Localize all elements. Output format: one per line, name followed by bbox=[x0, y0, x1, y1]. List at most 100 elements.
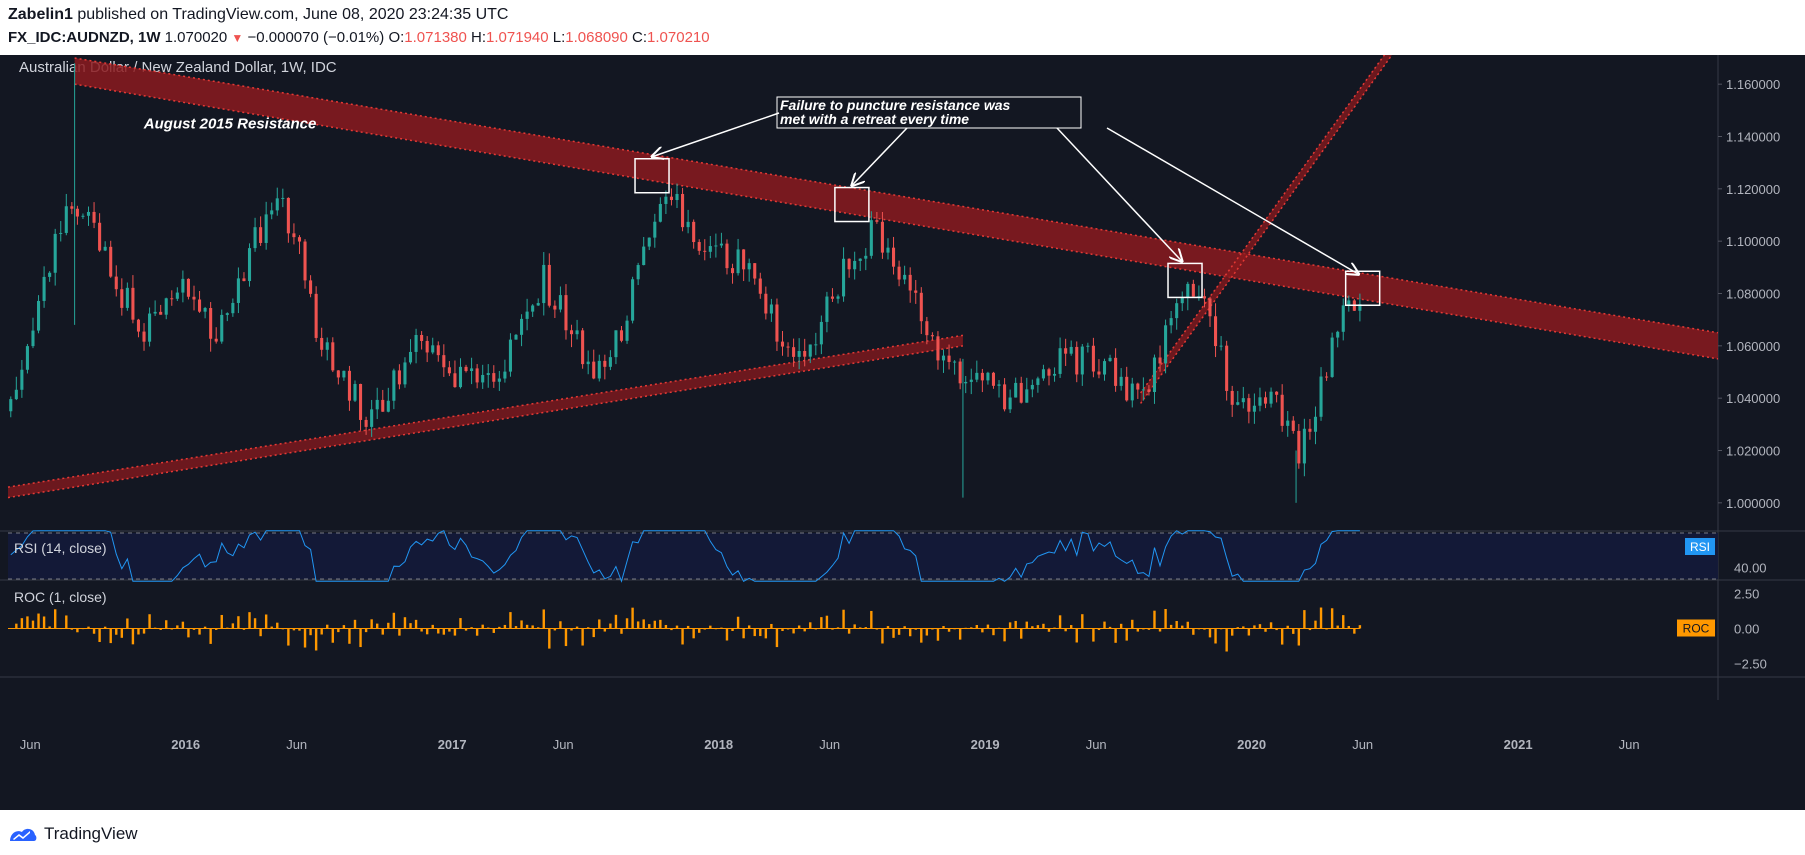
roc-bar bbox=[453, 628, 457, 636]
roc-bar bbox=[181, 621, 185, 629]
candle-body bbox=[658, 203, 662, 222]
candle-body bbox=[136, 319, 141, 332]
roc-bar bbox=[1153, 610, 1156, 629]
roc-bar bbox=[709, 625, 712, 629]
candle-body bbox=[997, 384, 1001, 386]
time-tick-label: Jun bbox=[286, 737, 307, 752]
candle-body bbox=[1313, 416, 1318, 432]
roc-bar bbox=[859, 627, 862, 629]
roc-bar bbox=[609, 623, 612, 629]
candle-body bbox=[936, 336, 940, 361]
candle-body bbox=[231, 302, 235, 314]
roc-bar bbox=[115, 628, 118, 635]
candle-body bbox=[1053, 373, 1057, 376]
candle-body bbox=[1141, 389, 1145, 391]
candle-body bbox=[1086, 345, 1090, 347]
tradingview-logo-icon[interactable] bbox=[8, 824, 38, 844]
candle-body bbox=[264, 214, 268, 243]
roc-bar bbox=[1092, 628, 1095, 642]
symbol-label: FX_IDC:AUDNZD, 1W bbox=[8, 29, 161, 46]
candle-body bbox=[159, 311, 163, 315]
candle-body bbox=[98, 222, 102, 251]
roc-bar bbox=[942, 626, 945, 629]
candle-body bbox=[75, 208, 79, 217]
candle-body bbox=[481, 374, 485, 383]
roc-bar bbox=[981, 628, 984, 633]
roc-bar bbox=[686, 625, 690, 629]
candle-body bbox=[397, 370, 401, 385]
candle-body bbox=[186, 278, 190, 297]
candle-body bbox=[453, 373, 457, 388]
roc-tick-label: −2.50 bbox=[1734, 657, 1767, 672]
author-name[interactable]: Zabelin1 bbox=[8, 6, 73, 23]
roc-bar bbox=[970, 627, 973, 629]
time-tick-label: Jun bbox=[1086, 737, 1107, 752]
roc-bar bbox=[803, 628, 806, 632]
candle-body bbox=[1275, 391, 1279, 395]
roc-bar bbox=[553, 628, 557, 631]
trend-bands bbox=[7, 0, 1719, 499]
candle-body bbox=[214, 338, 218, 342]
roc-bar bbox=[1103, 621, 1106, 629]
candle-body bbox=[853, 260, 857, 270]
candle-body bbox=[286, 197, 290, 234]
footer-brand[interactable]: TradingView bbox=[44, 824, 138, 843]
roc-bar bbox=[1308, 628, 1312, 631]
roc-bar bbox=[1314, 620, 1317, 629]
publish-text: published on TradingView.com, June 08, 2… bbox=[77, 6, 509, 23]
candle-body bbox=[120, 289, 124, 308]
time-tick-label: Jun bbox=[553, 737, 574, 752]
roc-bar bbox=[298, 628, 301, 631]
roc-bar bbox=[670, 628, 673, 631]
roc-bar bbox=[448, 628, 451, 632]
roc-bar bbox=[1330, 608, 1334, 629]
time-tick-label: 2020 bbox=[1237, 737, 1266, 752]
roc-bar bbox=[1058, 615, 1062, 629]
candle-body bbox=[581, 330, 585, 365]
roc-bar bbox=[736, 616, 740, 629]
roc-bar bbox=[1136, 628, 1140, 632]
candle-body bbox=[1091, 345, 1095, 372]
candle-body bbox=[547, 264, 551, 306]
candle-body bbox=[314, 293, 318, 338]
candle-body bbox=[442, 355, 446, 368]
candle-body bbox=[325, 342, 329, 350]
candle-body bbox=[336, 370, 340, 378]
candle-body bbox=[1280, 394, 1284, 426]
time-tick-label: 2018 bbox=[704, 737, 733, 752]
candle-body bbox=[1180, 297, 1184, 304]
roc-bar bbox=[1158, 628, 1162, 632]
candle-body bbox=[303, 241, 307, 281]
candle-body bbox=[1202, 296, 1206, 299]
roc-bar bbox=[292, 628, 296, 631]
roc-bar bbox=[1269, 622, 1273, 629]
chart-area[interactable]: 1.160000 1.140000 1.120000 1.100000 1.080000… bbox=[0, 0, 1805, 810]
candle-body bbox=[142, 331, 146, 342]
candle-body bbox=[408, 351, 413, 363]
time-tick-label: 2021 bbox=[1504, 737, 1533, 752]
callout-text-line2: met with a retreat every time bbox=[780, 111, 969, 127]
resistance-band bbox=[74, 58, 1718, 359]
roc-bar bbox=[220, 614, 223, 629]
roc-bar bbox=[570, 628, 573, 631]
candle-body bbox=[225, 313, 229, 315]
candle-body bbox=[1230, 390, 1234, 405]
rsi-band-fill bbox=[8, 533, 1718, 579]
roc-bar bbox=[231, 623, 235, 629]
candle-body bbox=[353, 383, 357, 401]
candle-body bbox=[125, 287, 129, 308]
price-tick-label: 1.080000 bbox=[1726, 287, 1780, 302]
roc-bar bbox=[853, 624, 856, 629]
callout-arrow bbox=[652, 112, 780, 157]
candle-body bbox=[25, 346, 29, 370]
roc-bar bbox=[1125, 628, 1128, 641]
candle-body bbox=[531, 305, 535, 312]
candle-body bbox=[769, 304, 773, 314]
candle-body bbox=[170, 298, 174, 300]
candle-body bbox=[719, 243, 723, 246]
candle-body bbox=[392, 370, 396, 401]
rsi-title: RSI (14, close) bbox=[14, 540, 107, 556]
roc-bar bbox=[214, 628, 218, 630]
roc-bar bbox=[1336, 625, 1339, 629]
chart-svg[interactable]: 1.160000 1.140000 1.120000 1.100000 1.080000… bbox=[0, 0, 1805, 810]
